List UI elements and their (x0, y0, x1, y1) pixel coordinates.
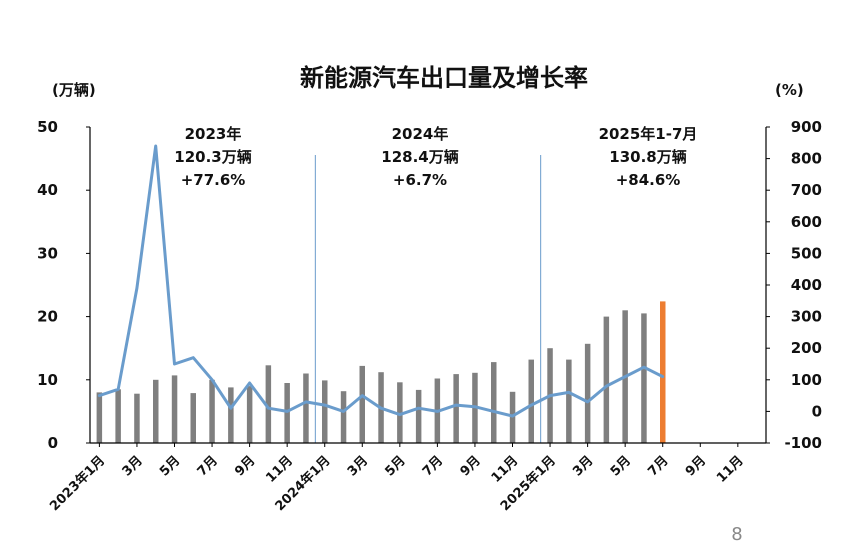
bar-series (96, 301, 666, 443)
right-tick-label: 400 (791, 276, 822, 294)
left-tick-label: 50 (37, 118, 58, 136)
chart-title: 新能源汽车出口量及增长率 (300, 64, 588, 92)
export-volume-bar (641, 313, 647, 443)
export-volume-bar (322, 380, 328, 443)
export-volume-bar (415, 389, 422, 443)
x-tick-label: 7月 (420, 453, 446, 479)
annotation-growth: +6.7% (393, 171, 447, 189)
annotation-volume: 128.4万辆 (381, 148, 458, 166)
export-volume-bar (528, 359, 534, 443)
export-volume-bar (340, 391, 347, 443)
x-tick-label: 3月 (120, 453, 146, 479)
export-volume-bar (115, 389, 121, 443)
left-tick-label: 0 (48, 434, 58, 452)
x-tick-label: 3月 (345, 453, 371, 479)
right-axis-unit: (%) (775, 81, 804, 99)
export-volume-bar (397, 382, 403, 443)
x-tick-label: 11月 (714, 453, 747, 486)
export-volume-bar (190, 393, 196, 443)
left-tick-label: 20 (37, 308, 58, 326)
x-tick-label: 9月 (683, 453, 709, 479)
right-tick-label: 800 (791, 150, 822, 168)
right-tick-label: 900 (791, 118, 822, 136)
x-tick-label: 11月 (263, 453, 296, 486)
x-tick-label: 5月 (157, 453, 183, 479)
year-dividers (314, 155, 542, 443)
export-volume-bar (660, 301, 666, 443)
export-volume-bar (584, 343, 591, 443)
left-tick-label: 40 (37, 181, 58, 199)
x-tick-label: 3月 (570, 453, 596, 479)
annotation-year: 2024年 (392, 125, 449, 143)
export-volume-bar (284, 383, 290, 443)
right-tick-label: 200 (791, 339, 822, 357)
x-tick-label: 5月 (382, 453, 408, 479)
export-volume-bar (134, 393, 140, 443)
right-tick-label: -100 (784, 434, 822, 452)
annotation-growth: +84.6% (616, 171, 681, 189)
left-tick-label: 30 (37, 244, 58, 262)
left-axis-unit: (万辆) (52, 81, 96, 99)
annotation-volume: 130.8万辆 (609, 148, 686, 166)
x-tick-label: 2023年1月 (47, 453, 109, 515)
export-volume-bar (566, 359, 572, 443)
right-tick-label: 700 (791, 181, 822, 199)
export-volume-bar (359, 365, 365, 443)
export-volume-bar (453, 374, 459, 443)
export-volume-bar (171, 375, 178, 443)
export-volume-bar (603, 316, 610, 443)
export-volume-bar (153, 379, 159, 443)
page-number: 8 (731, 524, 742, 545)
export-volume-bar (228, 387, 234, 443)
annotation-year: 2023年 (185, 125, 242, 143)
year-annotations: 2023年 120.3万辆 +77.6% 2024年 128.4万辆 +6.7% 2025年… (174, 125, 697, 189)
x-tick-label: 5月 (608, 453, 634, 479)
growth-line-series (97, 144, 665, 418)
right-tick-label: 0 (812, 402, 822, 420)
export-volume-bar (246, 386, 253, 443)
export-volume-bar (303, 373, 309, 443)
export-volume-bar (491, 362, 497, 443)
annotation-year: 2025年1-7月 (599, 125, 698, 143)
export-volume-bar (265, 365, 272, 443)
annotation-growth: +77.6% (181, 171, 246, 189)
right-tick-label: 300 (791, 308, 822, 326)
x-tick-label: 9月 (232, 453, 258, 479)
right-tick-label: 500 (791, 244, 822, 262)
x-tick-label: 11月 (489, 453, 522, 486)
x-tick-label: 7月 (645, 453, 671, 479)
growth-rate-line (97, 144, 665, 418)
left-tick-label: 10 (37, 371, 58, 389)
x-tick-label: 7月 (195, 453, 221, 479)
export-volume-bar (209, 379, 215, 443)
annotation-volume: 120.3万辆 (174, 148, 251, 166)
right-tick-label: 100 (791, 371, 822, 389)
export-volume-bar (96, 392, 103, 443)
x-tick-label: 9月 (458, 453, 484, 479)
right-tick-label: 600 (791, 213, 822, 231)
